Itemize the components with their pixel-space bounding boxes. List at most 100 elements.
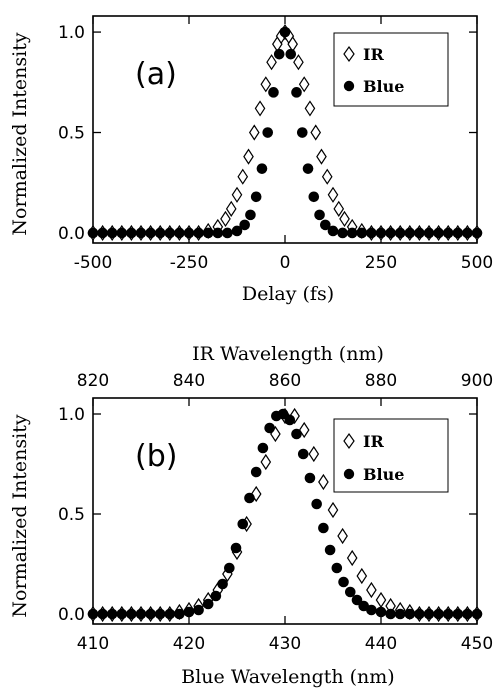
blue-data-point [442, 227, 454, 239]
ir-data-point [316, 148, 327, 165]
y-tick-label: 0.5 [58, 124, 85, 144]
blue-data-point [231, 225, 243, 237]
blue-data-point [273, 48, 285, 60]
ir-data-point [339, 210, 350, 227]
panel-b-label: (b) [135, 439, 177, 474]
blue-data-point [385, 608, 396, 620]
blue-data-point [331, 562, 343, 574]
blue-data-point [404, 608, 416, 620]
blue-data-point [423, 608, 435, 620]
blue-data-point [145, 227, 156, 239]
ir-data-point [356, 567, 368, 585]
ir-data-point [346, 549, 358, 567]
x2-tick-label: 900 [461, 371, 493, 391]
ir-data-point [375, 591, 387, 609]
blue-data-point [264, 422, 275, 434]
blue-data-point [217, 578, 228, 590]
x-tick-label: 250 [365, 253, 397, 273]
blue-data-point [296, 127, 308, 138]
blue-data-point [126, 227, 137, 239]
blue-data-point [308, 191, 320, 203]
blue-data-point [311, 498, 322, 510]
blue-data-point [116, 227, 128, 239]
blue-data-point [414, 227, 425, 239]
blue-data-point [452, 608, 464, 620]
blue-data-point [346, 227, 358, 239]
x2-tick-label: 860 [269, 371, 301, 391]
blue-data-point [106, 608, 118, 620]
panel-b-marks [87, 407, 483, 623]
panel-a-xlabel: Delay (fs) [242, 283, 334, 305]
blue-data-point [193, 227, 204, 239]
blue-data-point [433, 608, 444, 620]
blue-data-point [164, 227, 176, 239]
x-tick-label: 430 [269, 634, 301, 654]
ir-data-point [225, 200, 237, 217]
panel-a-legend: IR Blue [333, 32, 449, 107]
blue-data-point [284, 414, 296, 426]
legend-blue-marker [343, 468, 355, 480]
blue-data-point [366, 604, 377, 616]
legend-blue-label: Blue [363, 77, 404, 96]
ir-data-point [337, 527, 348, 545]
ir-data-point [231, 186, 243, 203]
blue-data-point [471, 608, 483, 620]
blue-data-point [297, 448, 309, 460]
ir-data-point [366, 581, 377, 599]
ir-data-point [254, 100, 266, 117]
blue-data-point [106, 227, 118, 239]
ir-data-point [243, 148, 254, 165]
blue-data-point [257, 442, 269, 454]
blue-data-point [375, 227, 387, 239]
blue-data-point [404, 227, 416, 239]
ir-data-point [310, 124, 322, 141]
legend-ir-marker [343, 45, 355, 63]
ir-data-point [298, 76, 310, 93]
blue-data-point [202, 227, 214, 239]
blue-data-point [250, 191, 262, 203]
panel-a-chart: Normalized Intensity Delay (fs) (a) -500… [9, 15, 493, 305]
ir-data-point [248, 124, 260, 141]
blue-data-point [154, 608, 166, 620]
ir-data-point [220, 210, 231, 227]
blue-data-point [462, 227, 473, 239]
blue-data-point [344, 586, 356, 598]
ir-data-point [321, 168, 333, 185]
blue-data-point [291, 87, 302, 98]
blue-data-point [304, 472, 316, 484]
legend-ir-label: IR [363, 45, 384, 64]
blue-data-point [320, 219, 331, 231]
blue-data-point [230, 542, 242, 554]
ir-data-point [304, 100, 316, 117]
panel-b-legend: IR Blue [333, 418, 449, 493]
blue-data-point [338, 576, 349, 588]
blue-data-point [366, 227, 377, 239]
x-tick-label: 420 [173, 634, 205, 654]
legend-ir-label: IR [363, 432, 384, 451]
blue-data-point [279, 26, 291, 38]
blue-data-point [356, 227, 368, 239]
panel-b-x2label: IR Wavelength (nm) [192, 343, 384, 365]
blue-data-point [174, 227, 185, 239]
blue-data-point [87, 608, 99, 620]
blue-data-point [97, 227, 108, 239]
blue-data-point [245, 209, 256, 221]
ir-data-point [250, 485, 262, 503]
blue-data-point [224, 562, 235, 574]
ir-data-point [333, 200, 345, 217]
blue-data-point [442, 608, 454, 620]
legend-blue-label: Blue [363, 465, 404, 484]
blue-data-point [135, 227, 147, 239]
panel-b-xlabel: Blue Wavelength (nm) [181, 666, 394, 688]
x2-tick-label: 880 [365, 371, 397, 391]
ir-data-point [289, 407, 300, 425]
blue-data-point [250, 466, 262, 478]
blue-data-point [414, 608, 425, 620]
blue-data-point [423, 227, 435, 239]
y-tick-label: 0.5 [58, 505, 85, 525]
ir-data-point [318, 473, 329, 491]
panel-a-ticks: -500 -250 0 250 500 0.0 0.5 1.0 [58, 15, 493, 273]
legend-blue-marker [343, 80, 355, 92]
blue-data-point [145, 608, 156, 620]
